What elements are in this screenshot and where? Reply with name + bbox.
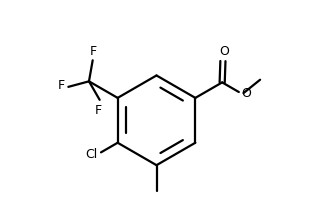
Text: F: F	[95, 104, 102, 117]
Text: O: O	[241, 87, 251, 100]
Text: O: O	[219, 46, 229, 58]
Text: F: F	[58, 79, 65, 92]
Text: Cl: Cl	[85, 148, 98, 161]
Text: F: F	[90, 45, 97, 58]
